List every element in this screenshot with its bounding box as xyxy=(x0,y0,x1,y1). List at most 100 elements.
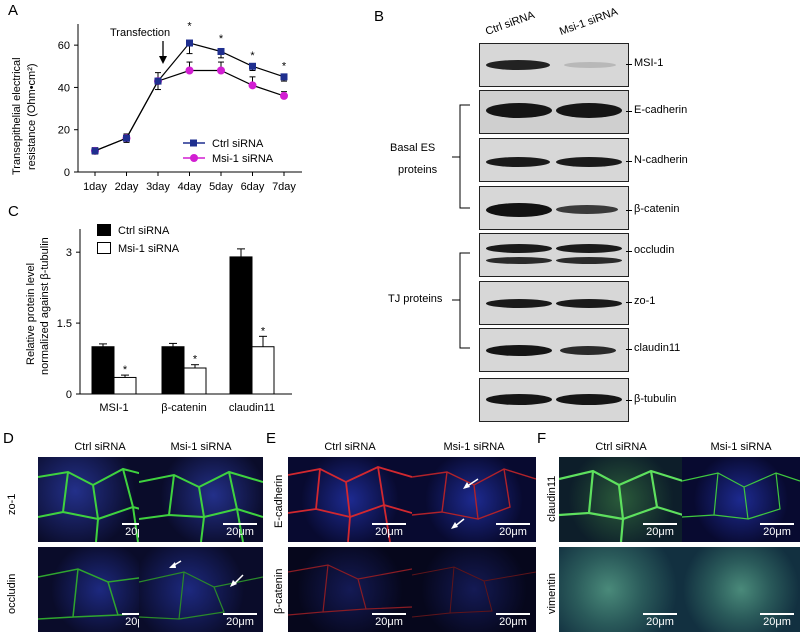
x-tick-label: 2day xyxy=(115,181,139,193)
data-point-ctrl xyxy=(91,147,99,155)
bar-ctrl xyxy=(161,346,185,395)
data-point-ctrl xyxy=(280,73,288,81)
group-basal-label-1: Basal ES xyxy=(390,142,436,154)
blot-col-ctrl: Ctrl siRNA xyxy=(483,9,537,38)
transfection-arrow-head xyxy=(159,56,167,64)
legend-msi-marker xyxy=(190,154,198,162)
blot-label-occludin: occludin xyxy=(634,244,675,256)
e-row-beta-catenin: β-catenin xyxy=(273,568,285,614)
scale-label: 20μm xyxy=(646,616,674,628)
panel-label-b: B xyxy=(374,8,385,25)
data-point-ctrl xyxy=(123,134,130,142)
panel-label-e: E xyxy=(266,430,277,447)
legend-msi-label: Msi-1 siRNA xyxy=(212,153,274,165)
x-tick-label: 3day xyxy=(146,181,170,193)
blot-occludin xyxy=(479,233,629,277)
blot-beta-catenin xyxy=(479,186,629,230)
chart-a-ylabel-1: Transepithelial electrical xyxy=(11,57,23,175)
y-tick-label: 0 xyxy=(66,389,72,401)
panel-label-c: C xyxy=(8,203,19,220)
legend-msi-label: Msi-1 siRNA xyxy=(118,243,180,255)
significance-star: * xyxy=(193,354,198,366)
blot-label-n-cadherin: N-cadherin xyxy=(634,154,688,166)
category-label: β-catenin xyxy=(161,402,206,414)
f-row-vimentin: vimentin xyxy=(546,573,558,614)
panel-label-f: F xyxy=(537,430,547,447)
x-tick-label: 4day xyxy=(178,181,202,193)
legend-ctrl-swatch xyxy=(97,224,111,236)
transfection-annotation: Transfection xyxy=(110,27,170,39)
chart-a-ylabel-2: resistance (Ohm•cm²) xyxy=(26,63,38,170)
blot-beta-tubulin xyxy=(479,378,629,422)
significance-star: * xyxy=(187,20,192,32)
blot-label-e-cadherin: E-cadherin xyxy=(634,104,688,116)
e-col-ctrl: Ctrl siRNA xyxy=(324,441,376,453)
chart-c-ylabel-1: Relative protein level xyxy=(25,263,37,365)
group-basal-label-2: proteins xyxy=(398,164,438,176)
blot-label-beta-tubulin: β-tubulin xyxy=(634,393,677,405)
blot-claudin11 xyxy=(479,328,629,372)
f-col-msi: Msi-1 siRNA xyxy=(710,441,772,453)
y-tick-label: 20 xyxy=(58,125,70,137)
f-row-claudin11: claudin11 xyxy=(546,475,558,522)
data-point-ctrl xyxy=(186,39,193,47)
blot-n-cadherin xyxy=(479,138,629,182)
y-tick-label: 0 xyxy=(64,167,70,179)
x-tick-label: 1day xyxy=(83,181,107,193)
legend-ctrl-marker xyxy=(190,139,197,147)
d-row-occludin: occludin xyxy=(6,573,18,614)
scale-label: 20μm xyxy=(375,616,403,628)
y-tick-label: 1.5 xyxy=(57,318,72,330)
chart-c-ylabel-2: normalized against β-tubulin xyxy=(39,237,51,375)
scale-label: 20μm xyxy=(763,526,791,538)
blot-label-msi-1: MSI-1 xyxy=(634,57,664,69)
scale-label: 20μm xyxy=(499,616,527,628)
blot-label-zo-1: zo-1 xyxy=(634,295,656,307)
scale-label: 20μm xyxy=(375,526,403,538)
blot-label-claudin11: claudin11 xyxy=(634,342,681,354)
legend-ctrl-label: Ctrl siRNA xyxy=(212,138,264,150)
x-tick-label: 7day xyxy=(272,181,296,193)
significance-star: * xyxy=(123,364,128,376)
micrograph-f-msi-claudin11: 20μm xyxy=(682,457,800,542)
micrograph-e-msi-ecadherin: 20μm xyxy=(412,457,536,542)
scale-label: 20μm xyxy=(226,616,254,628)
bar-ctrl xyxy=(229,256,253,395)
micrograph-e-msi-betacatenin: 20μm xyxy=(412,547,536,632)
category-label: claudin11 xyxy=(229,402,275,414)
micrograph-d-msi-occludin: 20μm xyxy=(139,547,263,632)
e-col-msi: Msi-1 siRNA xyxy=(443,441,505,453)
scale-label: 20μm xyxy=(646,526,674,538)
x-tick-label: 6day xyxy=(241,181,265,193)
blot-group-brackets xyxy=(452,104,470,349)
micrograph-e-ctrl-ecadherin: 20μm xyxy=(288,457,412,542)
trans-resistance-chart: Transepithelial electrical resistance (O… xyxy=(11,20,302,193)
legend-msi-swatch xyxy=(97,242,111,254)
chart-a-legend: Ctrl siRNA Msi-1 siRNA xyxy=(183,138,274,165)
f-col-ctrl: Ctrl siRNA xyxy=(595,441,647,453)
micrograph-e-ctrl-betacatenin: 20μm xyxy=(288,547,412,632)
bar-ctrl xyxy=(91,346,115,395)
blot-zo-1 xyxy=(479,281,629,325)
panel-label-d: D xyxy=(3,430,14,447)
significance-star: * xyxy=(261,325,266,337)
data-point-msi xyxy=(280,91,288,100)
scale-label: 20μm xyxy=(499,526,527,538)
scale-label: 20μm xyxy=(226,526,254,538)
bar-msi xyxy=(183,367,207,395)
group-tj-label: TJ proteins xyxy=(388,293,443,305)
x-tick-label: 5day xyxy=(209,181,233,193)
chart-c-legend: Ctrl siRNA Msi-1 siRNA xyxy=(97,224,180,255)
significance-star: * xyxy=(219,33,224,45)
y-tick-label: 60 xyxy=(58,40,70,52)
d-row-zo-1: zo-1 xyxy=(6,493,18,515)
panel-label-a: A xyxy=(8,2,19,19)
data-point-ctrl xyxy=(154,77,162,85)
bar-msi xyxy=(251,346,275,395)
e-row-e-cadherin: E-cadherin xyxy=(273,474,285,528)
data-point-msi xyxy=(248,81,257,90)
data-point-ctrl xyxy=(249,62,256,70)
significance-star: * xyxy=(282,61,287,73)
data-point-ctrl xyxy=(217,47,225,55)
blot-msi-1 xyxy=(479,43,629,87)
